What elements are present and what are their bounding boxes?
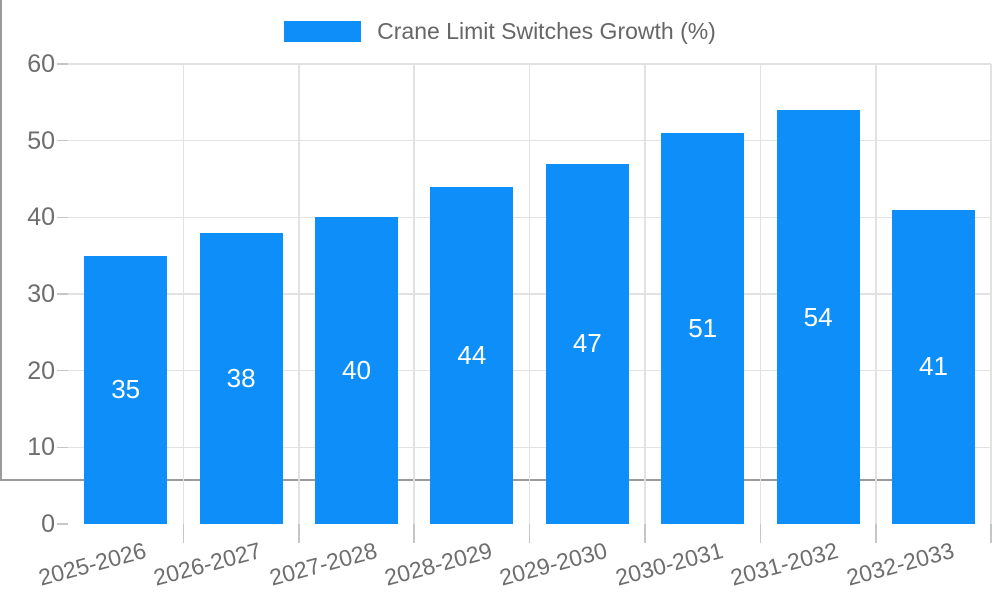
x-axis-tick	[990, 524, 992, 543]
x-axis-tick	[413, 524, 415, 543]
y-tick-label: 0	[41, 510, 55, 538]
y-axis-tick	[57, 446, 68, 449]
y-axis-tick	[57, 293, 68, 295]
x-axis-tick	[298, 524, 300, 543]
bar: 51	[661, 133, 745, 524]
bar-value-label: 51	[688, 313, 718, 343]
bar-value-label: 47	[572, 328, 602, 359]
x-axis-tick	[875, 524, 877, 543]
y-tick-label: 40	[27, 203, 55, 232]
x-tick-label: 2026-2027	[150, 537, 264, 591]
y-axis-tick	[57, 63, 68, 65]
x-axis-tick	[759, 524, 762, 543]
v-gridline	[528, 64, 531, 524]
y-axis-line	[0, 0, 2, 479]
x-axis-tick	[182, 524, 185, 543]
x-axis-tick	[644, 524, 646, 543]
x-tick-label: 2029-2030	[497, 537, 611, 591]
bar: 44	[430, 186, 514, 524]
bar: 40	[315, 217, 398, 524]
v-gridline	[759, 64, 762, 524]
bar-value-label: 38	[226, 362, 256, 393]
y-tick-label: 60	[27, 50, 55, 78]
y-tick-label: 30	[27, 280, 55, 308]
bar: 35	[84, 255, 168, 524]
y-tick-label: 20	[27, 356, 55, 385]
bar: 38	[199, 232, 283, 524]
v-gridline	[298, 64, 300, 524]
bar: 54	[776, 110, 860, 524]
x-tick-label: 2032-2033	[843, 537, 957, 591]
y-axis-tick	[57, 369, 68, 372]
bar-value-label: 54	[803, 301, 833, 332]
y-tick-label: 50	[27, 126, 55, 155]
chart-legend: Crane Limit Switches Growth (%)	[0, 17, 1000, 45]
v-gridline	[875, 64, 877, 524]
x-tick-label: 2028-2029	[381, 537, 495, 591]
bar-value-label: 41	[919, 351, 948, 382]
x-axis-tick	[528, 524, 531, 543]
v-gridline	[644, 64, 646, 524]
bar: 47	[545, 163, 629, 524]
y-axis-tick	[57, 216, 68, 219]
bar: 41	[892, 209, 975, 524]
bar-value-label: 44	[457, 339, 487, 370]
x-tick-label: 2027-2028	[266, 537, 380, 591]
x-tick-label: 2030-2031	[612, 537, 726, 591]
x-tick-label: 2025-2026	[35, 537, 149, 591]
y-axis-tick	[57, 139, 68, 142]
x-tick-label: 2031-2032	[727, 537, 841, 591]
legend-label: Crane Limit Switches Growth (%)	[377, 17, 716, 44]
bar-value-label: 35	[111, 374, 141, 405]
y-axis-tick	[57, 523, 68, 525]
v-gridline	[182, 64, 185, 524]
v-gridline	[990, 64, 992, 524]
bar-value-label: 40	[342, 355, 371, 386]
legend-swatch	[284, 20, 362, 42]
y-tick-label: 10	[27, 433, 55, 462]
v-gridline	[413, 64, 415, 524]
